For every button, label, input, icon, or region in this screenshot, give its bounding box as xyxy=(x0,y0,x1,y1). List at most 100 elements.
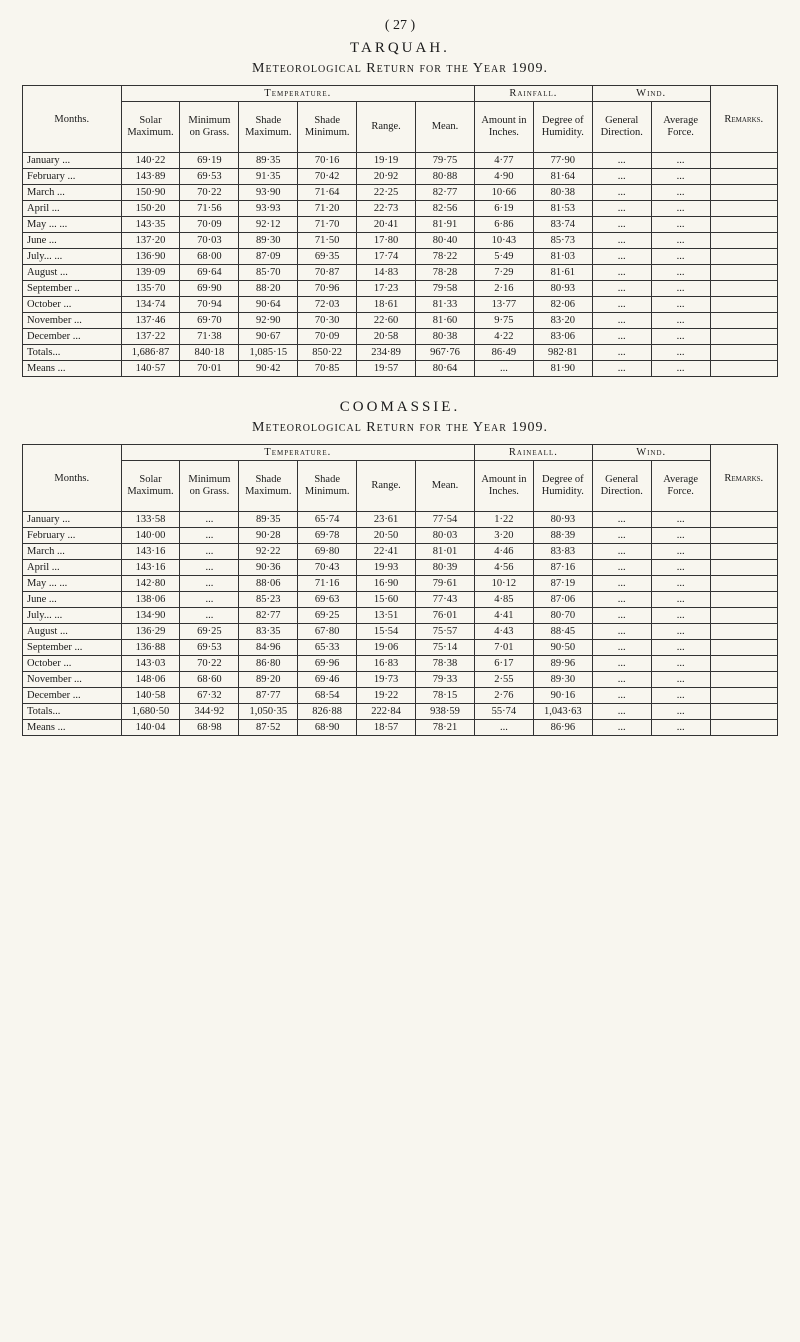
month-cell: July... ... xyxy=(23,249,122,265)
data-cell: 83·83 xyxy=(533,544,592,560)
data-cell: 1·22 xyxy=(474,512,533,528)
data-cell: 80·03 xyxy=(416,528,475,544)
col-solar-max: Solar Maximum. xyxy=(121,102,180,153)
data-cell: 72·03 xyxy=(298,297,357,313)
data-cell: 75·14 xyxy=(416,640,475,656)
data-cell: ... xyxy=(592,576,651,592)
data-cell: ... xyxy=(592,233,651,249)
data-cell: 89·35 xyxy=(239,153,298,169)
col-amount-inches: Amount in Inches. xyxy=(474,102,533,153)
data-cell: ... xyxy=(180,608,239,624)
remarks-cell xyxy=(710,512,777,528)
data-cell: 7·29 xyxy=(474,265,533,281)
data-cell: 81·60 xyxy=(416,313,475,329)
month-cell: September .. xyxy=(23,281,122,297)
totals-cell: 1,680·50 xyxy=(121,704,180,720)
remarks-cell xyxy=(710,281,777,297)
data-cell: 134·74 xyxy=(121,297,180,313)
totals-cell: 1,050·35 xyxy=(239,704,298,720)
data-cell: 20·58 xyxy=(357,329,416,345)
totals-cell: 938·59 xyxy=(416,704,475,720)
data-cell: 79·58 xyxy=(416,281,475,297)
table-row: April ...143·16...90·3670·4319·9380·394·… xyxy=(23,560,778,576)
table-row: May ... ...142·80...88·0671·1616·9079·61… xyxy=(23,576,778,592)
data-cell: 22·41 xyxy=(357,544,416,560)
data-cell: 80·38 xyxy=(416,329,475,345)
data-cell: 10·12 xyxy=(474,576,533,592)
data-cell: 69·19 xyxy=(180,153,239,169)
col-shade-max: Shade Maximum. xyxy=(239,102,298,153)
data-cell: 77·54 xyxy=(416,512,475,528)
month-cell: October ... xyxy=(23,297,122,313)
data-cell: ... xyxy=(592,265,651,281)
data-cell: ... xyxy=(651,297,710,313)
data-cell: 82·56 xyxy=(416,201,475,217)
data-cell: 70·22 xyxy=(180,656,239,672)
data-cell: 81·01 xyxy=(416,544,475,560)
data-cell: 83·06 xyxy=(533,329,592,345)
table-row: June ...138·06...85·2369·6315·6077·434·8… xyxy=(23,592,778,608)
remarks-header: Remarks. xyxy=(710,445,777,512)
data-cell: 87·19 xyxy=(533,576,592,592)
data-cell: 2·16 xyxy=(474,281,533,297)
means-cell: 19·57 xyxy=(357,361,416,377)
data-cell: 81·53 xyxy=(533,201,592,217)
data-cell: 81·64 xyxy=(533,169,592,185)
table-row: January ...140·2269·1989·3570·1619·1979·… xyxy=(23,153,778,169)
remarks-cell xyxy=(710,169,777,185)
data-cell: 136·90 xyxy=(121,249,180,265)
data-cell: 69·78 xyxy=(298,528,357,544)
means-cell: 140·57 xyxy=(121,361,180,377)
data-cell: 69·90 xyxy=(180,281,239,297)
temperature-group-header: Temperature. xyxy=(121,86,474,102)
table-row: November ...137·4669·7092·9070·3022·6081… xyxy=(23,313,778,329)
data-cell: 150·90 xyxy=(121,185,180,201)
data-cell: 140·22 xyxy=(121,153,180,169)
means-cell: 70·01 xyxy=(180,361,239,377)
data-cell: ... xyxy=(180,592,239,608)
data-cell: ... xyxy=(592,640,651,656)
data-cell: ... xyxy=(592,512,651,528)
col-mean: Mean. xyxy=(416,461,475,512)
data-cell: ... xyxy=(651,544,710,560)
totals-label: Totals... xyxy=(23,345,122,361)
data-cell: 13·77 xyxy=(474,297,533,313)
col-wind-force: Average Force. xyxy=(651,461,710,512)
data-cell: 71·20 xyxy=(298,201,357,217)
month-cell: July... ... xyxy=(23,608,122,624)
data-cell: 87·06 xyxy=(533,592,592,608)
data-cell: 68·60 xyxy=(180,672,239,688)
means-cell: 80·64 xyxy=(416,361,475,377)
data-cell: 69·35 xyxy=(298,249,357,265)
data-cell: 133·58 xyxy=(121,512,180,528)
remarks-header: Remarks. xyxy=(710,86,777,153)
data-cell: 82·77 xyxy=(416,185,475,201)
data-cell: 142·80 xyxy=(121,576,180,592)
remarks-cell xyxy=(710,265,777,281)
table-row: November ...148·0668·6089·2069·4619·7379… xyxy=(23,672,778,688)
table-row: February ...143·8969·5391·3570·4220·9280… xyxy=(23,169,778,185)
means-label: Means ... xyxy=(23,720,122,736)
data-cell: 69·25 xyxy=(180,624,239,640)
data-cell: 68·54 xyxy=(298,688,357,704)
data-cell: 135·70 xyxy=(121,281,180,297)
months-header: Months. xyxy=(23,445,122,512)
month-cell: April ... xyxy=(23,201,122,217)
data-cell: 134·90 xyxy=(121,608,180,624)
data-cell: 2·76 xyxy=(474,688,533,704)
data-cell: 71·70 xyxy=(298,217,357,233)
wind-group-header: Wind. xyxy=(592,86,710,102)
data-cell: 136·88 xyxy=(121,640,180,656)
data-cell: 20·41 xyxy=(357,217,416,233)
data-cell: 91·35 xyxy=(239,169,298,185)
data-cell: ... xyxy=(592,249,651,265)
totals-cell: ... xyxy=(592,345,651,361)
data-cell: 6·19 xyxy=(474,201,533,217)
data-cell: ... xyxy=(592,329,651,345)
data-cell: 90·67 xyxy=(239,329,298,345)
means-cell: ... xyxy=(474,720,533,736)
data-cell: 89·30 xyxy=(533,672,592,688)
data-cell: ... xyxy=(592,185,651,201)
location-heading-1: TARQUAH. xyxy=(22,40,778,57)
month-cell: October ... xyxy=(23,656,122,672)
